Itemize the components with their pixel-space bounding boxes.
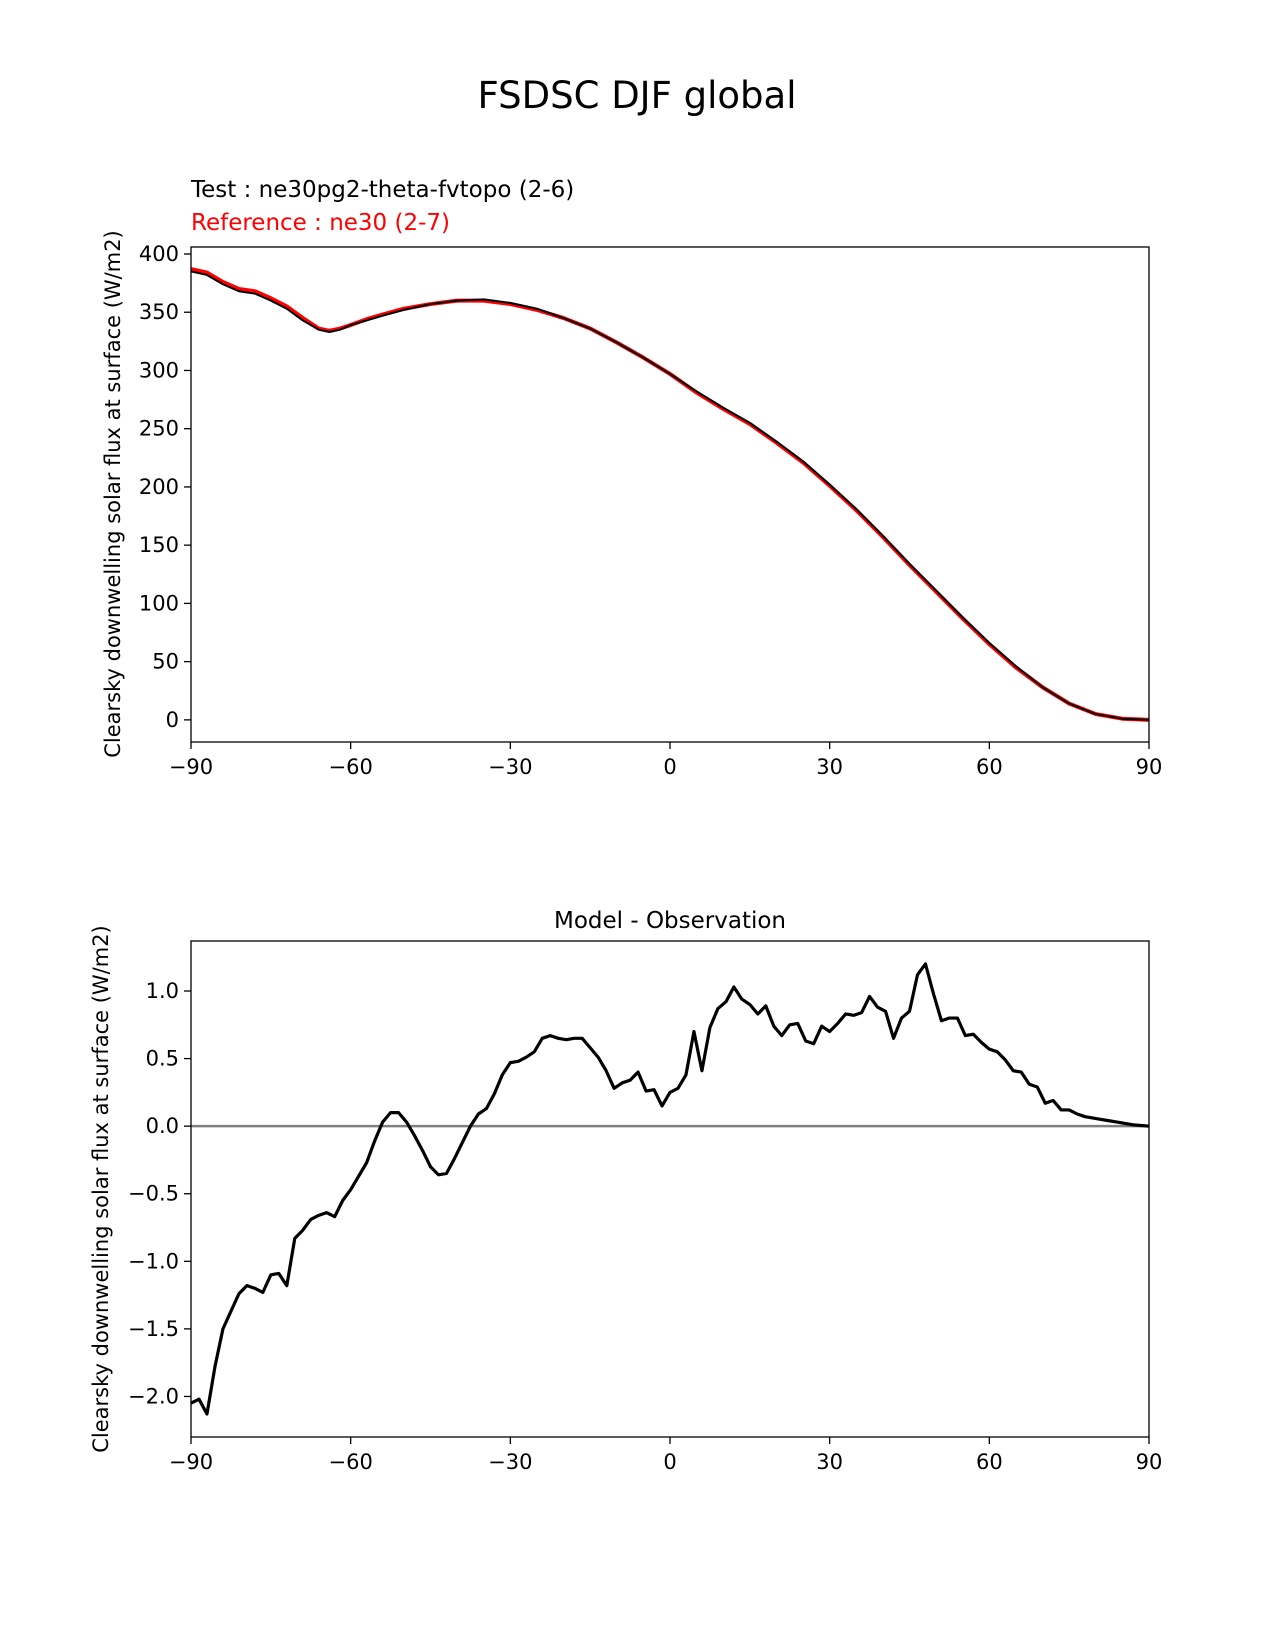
top-y-tick-label: 300 — [139, 358, 179, 382]
top-panel: Test : ne30pg2-theta-fvtopo (2-6) Refere… — [101, 177, 1162, 779]
bottom-y-tick-label: −0.5 — [128, 1182, 179, 1206]
top-y-tick-label: 350 — [139, 300, 179, 324]
legend-reference-label: Reference : ne30 (2-7) — [191, 210, 450, 236]
top-x-tick-label: 30 — [816, 755, 843, 779]
top-plot-area — [190, 267, 1150, 722]
bottom-y-tick-label: 1.0 — [146, 979, 179, 1003]
bottom-x-tick-label: −30 — [488, 1450, 532, 1474]
top-x-tick-label: 90 — [1136, 755, 1163, 779]
bottom-y-tick-label: −1.5 — [128, 1317, 179, 1341]
top-x-tick-label: −30 — [488, 755, 532, 779]
top-y-tick-label: 100 — [139, 591, 179, 615]
bottom-axes-frame — [190, 940, 1150, 1438]
bottom-x-tick-label: 30 — [816, 1450, 843, 1474]
top-y-tick-label: 200 — [139, 475, 179, 499]
top-y-tick-label: 400 — [139, 242, 179, 266]
top-x-tick-label: 0 — [663, 755, 676, 779]
top-y-tick-label: 250 — [139, 417, 179, 441]
bottom-x-tick-label: 60 — [976, 1450, 1003, 1474]
top-y-axis: 0 50 100 150 200 250 300 350 400 — [139, 242, 191, 732]
bottom-y-axis: −2.0 −1.5 −1.0 −0.5 0.0 0.5 1.0 — [128, 979, 191, 1408]
bottom-x-tick-label: 0 — [663, 1450, 676, 1474]
bottom-panel-title: Model - Observation — [554, 908, 786, 934]
top-y-axis-label: Clearsky downwelling solar flux at surfa… — [101, 230, 125, 758]
bottom-x-axis: −90 −60 −30 0 30 60 90 — [169, 1437, 1163, 1474]
legend-test-label: Test : ne30pg2-theta-fvtopo (2-6) — [190, 177, 574, 203]
top-y-tick-label: 150 — [139, 533, 179, 557]
bottom-y-tick-label: 0.5 — [146, 1047, 179, 1071]
top-x-tick-label: 60 — [976, 755, 1003, 779]
top-series-test-line — [190, 270, 1150, 721]
bottom-series-difference-line — [190, 962, 1150, 1416]
bottom-y-tick-label: 0.0 — [146, 1114, 179, 1138]
bottom-y-tick-label: −1.0 — [128, 1249, 179, 1273]
top-y-tick-label: 0 — [166, 708, 179, 732]
bottom-plot-area — [190, 962, 1150, 1416]
top-x-axis: −90 −60 −30 0 30 60 90 — [169, 742, 1163, 779]
top-x-tick-label: −90 — [169, 755, 213, 779]
top-x-tick-label: −60 — [329, 755, 373, 779]
top-y-tick-label: 50 — [152, 650, 179, 674]
bottom-panel: Model - Observation −90 −60 −30 0 30 60 90 −2.… — [89, 908, 1162, 1474]
bottom-y-axis-label: Clearsky downwelling solar flux at surfa… — [89, 925, 113, 1453]
top-series-reference-line — [190, 267, 1150, 722]
figure-title: FSDSC DJF global — [478, 74, 797, 117]
top-axes-frame — [190, 246, 1150, 743]
bottom-x-tick-label: −60 — [329, 1450, 373, 1474]
bottom-x-tick-label: 90 — [1136, 1450, 1163, 1474]
bottom-y-tick-label: −2.0 — [128, 1384, 179, 1408]
bottom-x-tick-label: −90 — [169, 1450, 213, 1474]
